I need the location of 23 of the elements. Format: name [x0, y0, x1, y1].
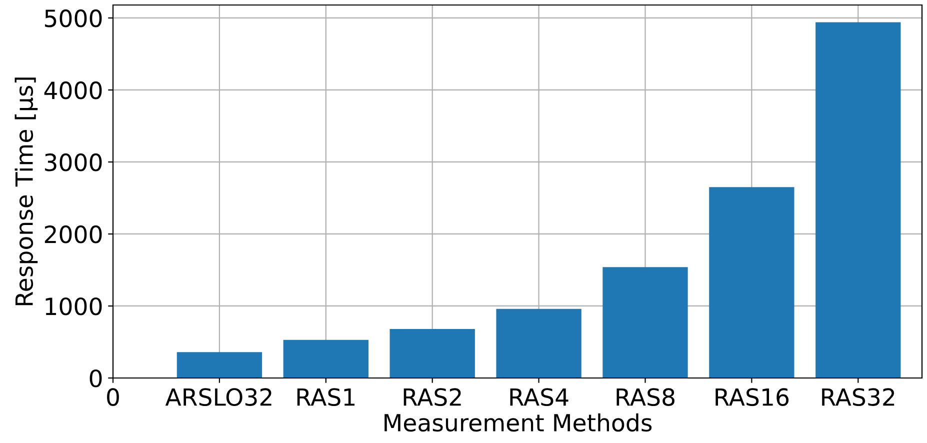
- bar: [176, 352, 262, 378]
- bar: [390, 329, 475, 378]
- x-tick-label: RAS1: [297, 388, 355, 406]
- y-tick-label: 1000: [46, 297, 102, 316]
- x-tick-label: RAS4: [510, 388, 568, 406]
- x-tick-label: ARSLO32: [165, 388, 272, 406]
- y-tick-label: 2000: [44, 225, 102, 244]
- x-axis-title: Measurement Methods: [384, 413, 652, 432]
- x-tick-label: RAS8: [616, 388, 674, 406]
- x-tick-label: RAS16: [716, 388, 789, 406]
- y-axis-title: Response Time [μs]: [14, 78, 38, 306]
- y-tick-label: 3000: [44, 153, 102, 172]
- bar: [709, 187, 794, 378]
- bar: [496, 308, 582, 378]
- bar: [816, 22, 901, 378]
- x-tick-label: 0: [107, 388, 119, 406]
- y-tick-label: 4000: [44, 81, 102, 100]
- bar: [283, 340, 368, 378]
- x-tick-label: RAS32: [822, 388, 894, 406]
- y-tick-label: 5000: [45, 9, 102, 28]
- bar: [602, 267, 688, 378]
- y-tick-label: 0: [90, 369, 102, 388]
- x-tick-label: RAS2: [404, 388, 461, 406]
